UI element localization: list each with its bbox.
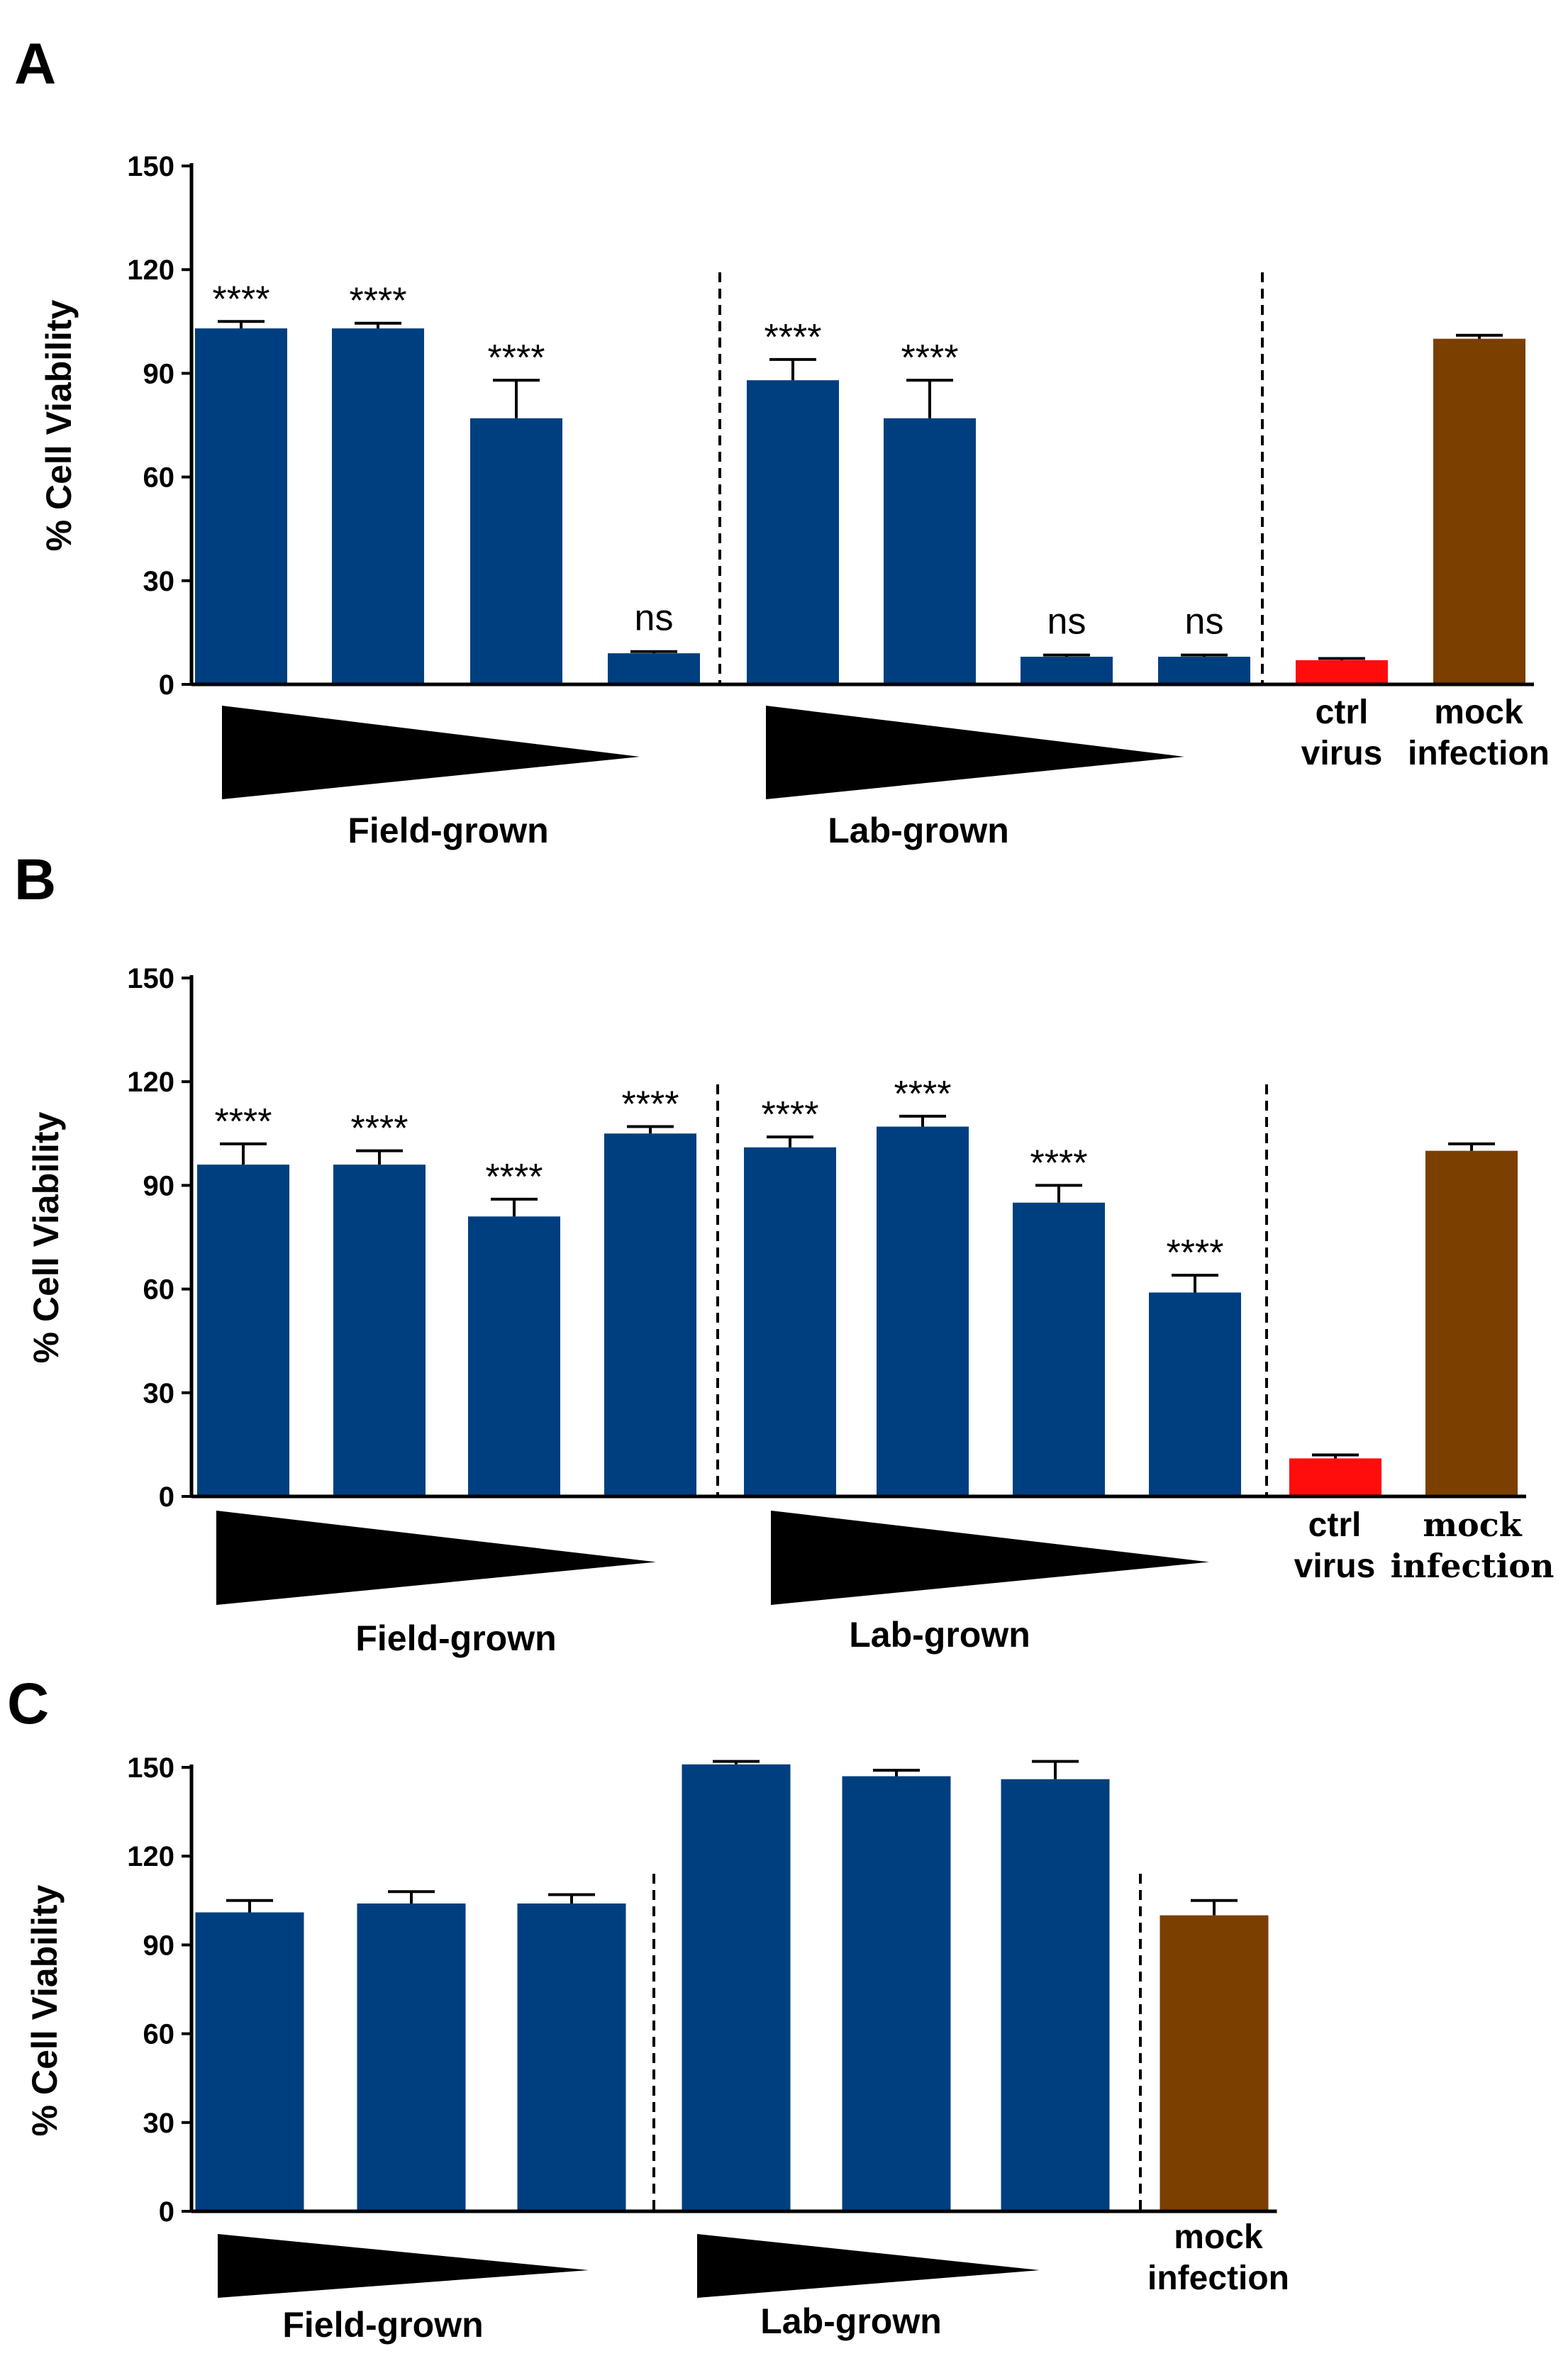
concentration-wedge	[771, 1511, 1209, 1605]
bar	[1433, 338, 1525, 684]
bar	[1289, 1458, 1381, 1496]
y-tick-label: 30	[143, 2108, 175, 2139]
y-tick-label: 0	[159, 669, 174, 701]
y-tick-label: 60	[143, 462, 175, 494]
y-tick-label: 150	[127, 1752, 174, 1784]
bar	[1021, 657, 1113, 684]
panel-a: A % Cell Viability 0 30 60 90 120 150 **** **** **…	[14, 32, 1550, 850]
panel-letter: B	[14, 848, 56, 912]
bar	[604, 1133, 696, 1496]
bar	[747, 380, 839, 684]
significance-stars: ****	[486, 1157, 543, 1198]
significance-stars: ****	[215, 1101, 272, 1143]
bar	[195, 1912, 304, 2211]
condition-label: mock	[1423, 1506, 1522, 1544]
panel-letter: A	[14, 32, 56, 96]
y-tick-label: 90	[143, 358, 175, 389]
concentration-wedge	[222, 706, 640, 799]
y-tick-label: 30	[143, 566, 175, 597]
y-tick-label: 90	[143, 1170, 175, 1201]
y-tick-label: 0	[159, 1482, 174, 1513]
significance-stars: ****	[1030, 1143, 1088, 1184]
significance-stars: ****	[213, 279, 270, 320]
significance-ns: ns	[1185, 601, 1224, 643]
y-axis-label: % Cell Viability	[39, 299, 79, 551]
y-tick-label: 120	[127, 1067, 174, 1098]
significance-stars: ****	[762, 1094, 819, 1135]
group-label: Lab-grown	[828, 811, 1009, 850]
significance-stars: ****	[894, 1074, 952, 1115]
condition-label: ctrl	[1308, 1506, 1362, 1544]
bar	[517, 1903, 626, 2211]
significance-stars: ****	[1167, 1233, 1224, 1274]
y-tick-label: 0	[159, 2196, 174, 2228]
bar	[333, 1165, 426, 1496]
significance-stars: ****	[764, 317, 822, 358]
y-tick-label: 60	[143, 1274, 175, 1306]
bar	[877, 1126, 969, 1496]
y-tick-label: 150	[127, 963, 174, 994]
bar	[357, 1903, 466, 2211]
bar	[744, 1147, 836, 1496]
condition-label: infection	[1391, 1547, 1555, 1585]
concentration-wedge	[697, 2234, 1040, 2298]
group-label: Field-grown	[347, 811, 548, 850]
significance-stars: ****	[488, 338, 545, 379]
bar	[1425, 1150, 1518, 1496]
bar	[468, 1216, 560, 1496]
bar	[195, 328, 287, 684]
bar	[608, 653, 700, 684]
significance-stars: ****	[351, 1108, 408, 1150]
bar	[1296, 660, 1388, 684]
condition-label: virus	[1294, 1547, 1376, 1585]
group-label: Field-grown	[355, 1618, 556, 1658]
panel-c: C % Cell Viability 0 30 60 90 120 150 Field-grow…	[7, 1672, 1289, 2345]
y-tick-label: 90	[143, 1930, 175, 1961]
condition-label: mock	[1434, 694, 1523, 731]
significance-ns: ns	[1047, 601, 1086, 643]
significance-stars: ****	[901, 338, 959, 379]
bar	[1001, 1779, 1110, 2211]
condition-label: infection	[1408, 735, 1550, 772]
y-axis-label: % Cell Viability	[25, 1884, 65, 2136]
concentration-wedge	[216, 1511, 656, 1605]
condition-label: mock	[1174, 2218, 1263, 2256]
y-tick-label: 60	[143, 2019, 175, 2050]
y-tick-label: 30	[143, 1378, 175, 1409]
y-axis-label: % Cell Viability	[26, 1111, 66, 1363]
panel-letter: C	[7, 1672, 49, 1736]
group-label: Lab-grown	[849, 1615, 1030, 1655]
bar	[197, 1165, 289, 1496]
panel-b: B % Cell Viability 0 30 60 90 120 150 **** **** **…	[14, 848, 1554, 1658]
bar	[1149, 1292, 1241, 1496]
y-tick-label: 120	[127, 1841, 174, 1872]
bar	[332, 328, 424, 684]
significance-ns: ns	[635, 598, 674, 639]
bar	[1160, 1915, 1269, 2211]
bar	[842, 1776, 951, 2211]
group-label: Field-grown	[282, 2305, 483, 2345]
concentration-wedge	[766, 706, 1184, 799]
significance-stars: ****	[622, 1084, 679, 1126]
condition-label: virus	[1301, 735, 1383, 772]
bar	[682, 1764, 791, 2211]
y-tick-label: 150	[127, 151, 174, 182]
condition-label: ctrl	[1316, 694, 1369, 731]
group-label: Lab-grown	[760, 2301, 942, 2341]
significance-stars: ****	[350, 281, 407, 322]
bar	[470, 418, 562, 684]
y-tick-label: 120	[127, 255, 174, 286]
bar	[1158, 657, 1250, 684]
condition-label: infection	[1147, 2260, 1289, 2297]
concentration-wedge	[218, 2234, 589, 2298]
bar	[1013, 1202, 1105, 1496]
bar	[884, 418, 976, 684]
